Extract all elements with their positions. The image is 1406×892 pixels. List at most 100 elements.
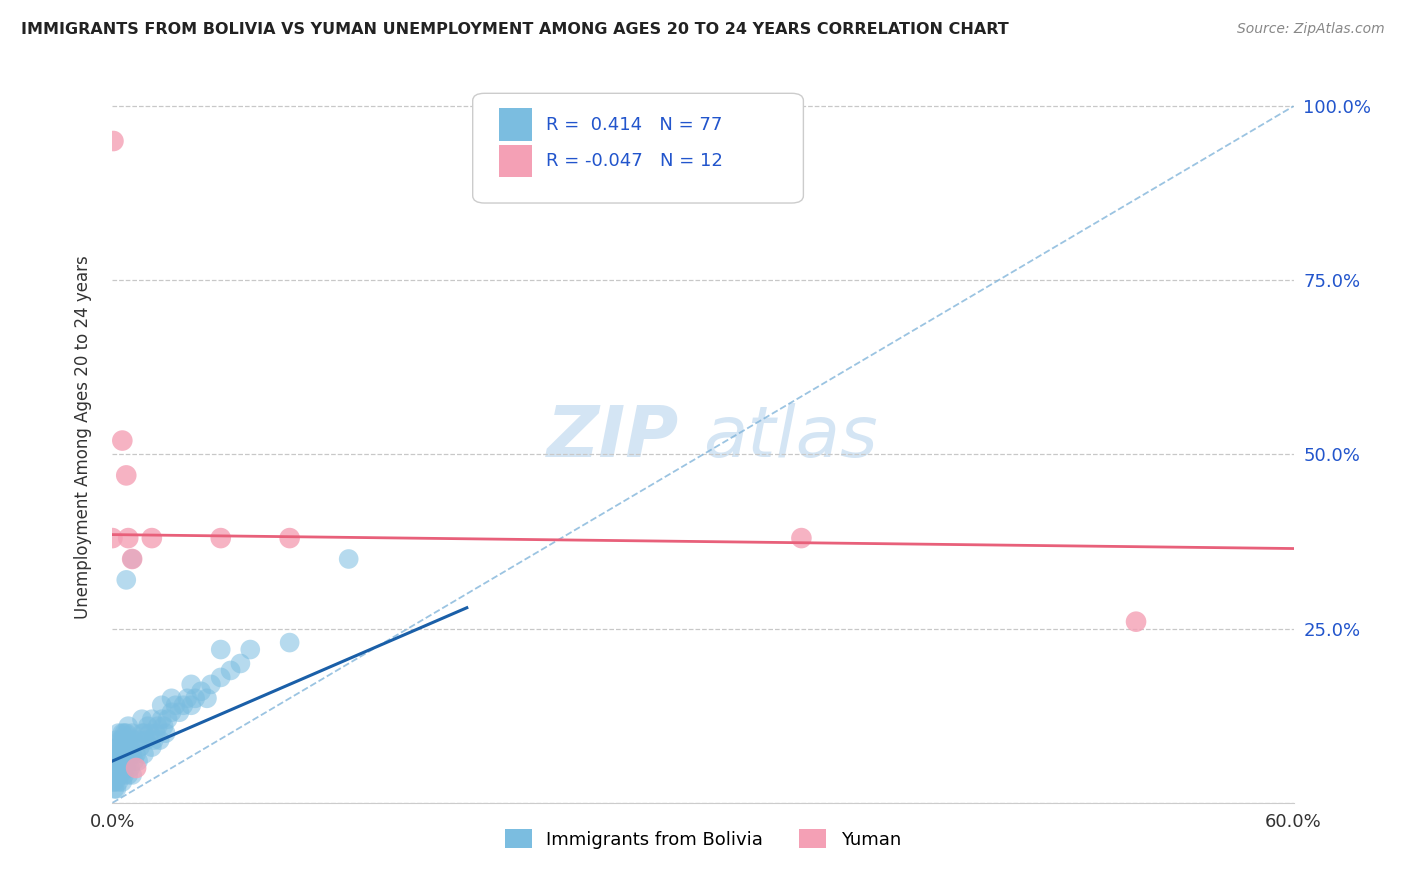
Point	[132, 726, 155, 740]
Point	[135, 733, 157, 747]
Point	[115, 468, 138, 483]
Point	[107, 726, 129, 740]
Point	[219, 664, 242, 678]
Point	[278, 531, 301, 545]
Point	[115, 761, 138, 775]
Point	[105, 761, 128, 775]
Point	[121, 552, 143, 566]
Point	[160, 705, 183, 719]
Point	[110, 747, 132, 761]
Point	[127, 754, 149, 768]
Point	[110, 768, 132, 782]
Text: ZIP: ZIP	[547, 402, 679, 472]
Point	[122, 733, 145, 747]
Point	[169, 705, 191, 719]
FancyBboxPatch shape	[499, 145, 531, 178]
Point	[209, 642, 232, 657]
Point	[103, 781, 125, 796]
Point	[117, 719, 139, 733]
Point	[337, 552, 360, 566]
Point	[111, 740, 134, 755]
Point	[184, 691, 207, 706]
Point	[209, 531, 232, 545]
Point	[117, 754, 139, 768]
Point	[121, 747, 143, 761]
Point	[180, 677, 202, 691]
Point	[195, 691, 218, 706]
Point	[1125, 615, 1147, 629]
Point	[160, 691, 183, 706]
Text: Source: ZipAtlas.com: Source: ZipAtlas.com	[1237, 22, 1385, 37]
Point	[142, 733, 165, 747]
Point	[117, 768, 139, 782]
Point	[103, 134, 125, 148]
Point	[103, 754, 125, 768]
Point	[115, 573, 138, 587]
Text: atlas: atlas	[703, 402, 877, 472]
Point	[111, 733, 134, 747]
Point	[120, 740, 142, 755]
Point	[146, 719, 169, 733]
Point	[105, 754, 128, 768]
Point	[122, 754, 145, 768]
Point	[239, 642, 262, 657]
Point	[125, 747, 148, 761]
Point	[103, 768, 125, 782]
Point	[156, 712, 179, 726]
Point	[141, 740, 163, 755]
Point	[190, 684, 212, 698]
Point	[112, 747, 135, 761]
Point	[103, 761, 125, 775]
Point	[110, 733, 132, 747]
Point	[115, 740, 138, 755]
Point	[117, 733, 139, 747]
Point	[111, 754, 134, 768]
Point	[131, 712, 153, 726]
Point	[139, 726, 162, 740]
Point	[117, 531, 139, 545]
Point	[121, 726, 143, 740]
Point	[132, 747, 155, 761]
Y-axis label: Unemployment Among Ages 20 to 24 years: Unemployment Among Ages 20 to 24 years	[73, 255, 91, 619]
Point	[120, 761, 142, 775]
Point	[107, 775, 129, 789]
Point	[121, 552, 143, 566]
Point	[172, 698, 194, 713]
Point	[107, 740, 129, 755]
Point	[107, 761, 129, 775]
Point	[115, 726, 138, 740]
Point	[141, 712, 163, 726]
Point	[121, 768, 143, 782]
Point	[790, 531, 813, 545]
Point	[105, 781, 128, 796]
Point	[111, 775, 134, 789]
Point	[105, 747, 128, 761]
Point	[111, 434, 134, 448]
Point	[180, 698, 202, 713]
Point	[129, 740, 152, 755]
Point	[278, 635, 301, 649]
Point	[103, 775, 125, 789]
Point	[165, 698, 187, 713]
Point	[112, 733, 135, 747]
Text: IMMIGRANTS FROM BOLIVIA VS YUMAN UNEMPLOYMENT AMONG AGES 20 TO 24 YEARS CORRELAT: IMMIGRANTS FROM BOLIVIA VS YUMAN UNEMPLO…	[21, 22, 1010, 37]
FancyBboxPatch shape	[472, 94, 803, 203]
Point	[103, 775, 125, 789]
Point	[107, 754, 129, 768]
Point	[112, 726, 135, 740]
Point	[155, 726, 177, 740]
Point	[141, 531, 163, 545]
Point	[125, 761, 148, 775]
Point	[136, 719, 159, 733]
Point	[127, 733, 149, 747]
Legend: Immigrants from Bolivia, Yuman: Immigrants from Bolivia, Yuman	[498, 822, 908, 856]
Point	[176, 691, 198, 706]
Point	[209, 670, 232, 684]
Point	[150, 698, 173, 713]
Point	[152, 719, 174, 733]
Point	[111, 726, 134, 740]
Point	[110, 747, 132, 761]
Point	[145, 726, 167, 740]
Point	[229, 657, 252, 671]
Point	[101, 531, 124, 545]
